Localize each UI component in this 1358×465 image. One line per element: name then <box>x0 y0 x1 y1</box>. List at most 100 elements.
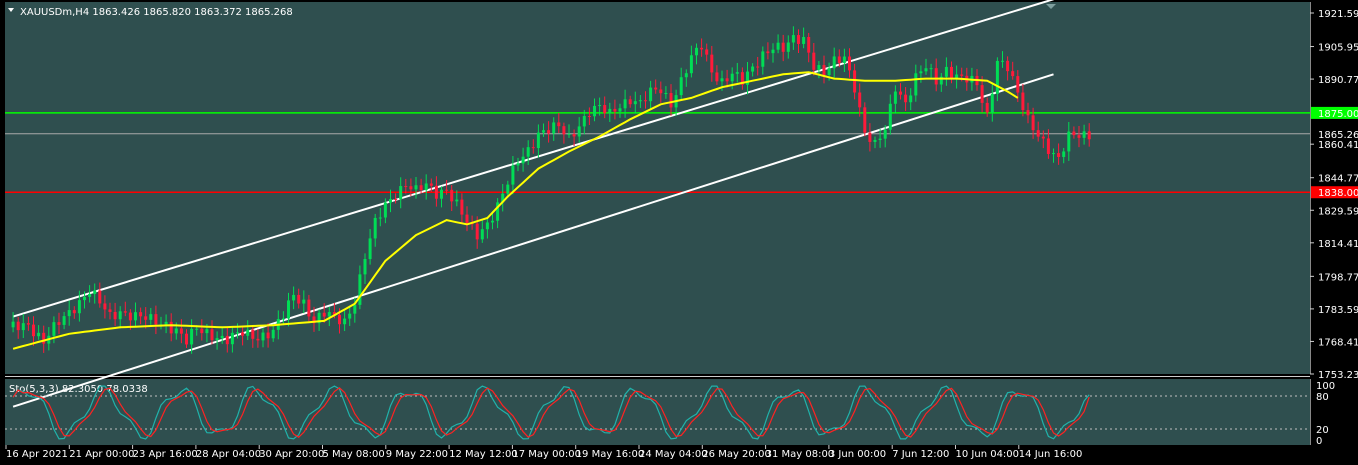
candle-body <box>67 310 71 317</box>
candle-body <box>878 138 882 140</box>
candle-body <box>246 329 250 336</box>
candle-body <box>751 66 755 72</box>
candle-body <box>93 290 97 294</box>
price-tick-label: 1890.770 <box>1318 75 1358 86</box>
candle-body <box>955 74 959 79</box>
candle-body <box>455 199 459 202</box>
candle-body <box>812 52 816 70</box>
candle-body <box>139 312 143 317</box>
candle-body <box>863 107 867 133</box>
candle-body <box>169 321 173 334</box>
candle-body <box>888 103 892 130</box>
candle-body <box>261 332 265 341</box>
candle-body <box>174 328 178 334</box>
symbol-header: XAUUSDm,H4 1863.426 1865.820 1863.372 18… <box>20 7 293 18</box>
candle-body <box>1082 131 1086 138</box>
candle-body <box>52 322 56 336</box>
candle-body <box>1062 151 1066 157</box>
candle-body <box>414 185 418 190</box>
candle-body <box>562 126 566 135</box>
price-tick-label: 1860.410 <box>1318 140 1358 151</box>
time-tick-label: 28 Apr 04:00 <box>196 449 261 460</box>
price-tick-label: 1768.410 <box>1318 337 1358 348</box>
candle-body <box>475 223 479 240</box>
time-tick-label: 14 Jun 16:00 <box>1019 449 1083 460</box>
candle-body <box>128 312 132 321</box>
candle-body <box>720 78 724 82</box>
candle-body <box>302 299 306 304</box>
candle-body <box>1052 153 1055 155</box>
candle-body <box>990 93 994 113</box>
candle-body <box>190 328 194 345</box>
candle-body <box>904 94 908 103</box>
candle-body <box>715 72 719 82</box>
candle-body <box>1057 153 1061 157</box>
candle-body <box>934 68 938 85</box>
candle-body <box>485 222 489 230</box>
time-tick-label: 12 May 12:00 <box>449 449 518 460</box>
candle-body <box>608 108 612 114</box>
time-tick-label: 5 May 08:00 <box>323 449 385 460</box>
candle-body <box>842 56 846 63</box>
candle-body <box>256 338 260 341</box>
candle-body <box>281 318 285 320</box>
candle-body <box>980 85 984 103</box>
candle-body <box>88 293 92 297</box>
candle-body <box>394 199 398 201</box>
candle-body <box>210 329 214 341</box>
candle-body <box>827 68 831 76</box>
candle-body <box>409 186 413 190</box>
candle-body <box>429 183 433 186</box>
time-tick-label: 21 Apr 00:00 <box>69 449 134 460</box>
candle-body <box>62 316 66 325</box>
candle-body <box>164 321 168 325</box>
candle-body <box>572 134 576 137</box>
oscillator-scale-label: 20 <box>1316 425 1329 436</box>
current-price-tag-background <box>1311 127 1358 140</box>
candle-body <box>179 328 183 334</box>
price-tick-label: 1844.770 <box>1318 174 1358 185</box>
channel-upper-line[interactable] <box>12 0 1054 318</box>
stochastic-signal-line <box>12 387 1090 438</box>
candle-body <box>797 35 800 44</box>
candle-body <box>557 122 561 127</box>
horizontal-lines-layer[interactable] <box>5 112 1310 193</box>
candle-body <box>450 189 454 202</box>
stochastic-layer <box>5 385 1310 440</box>
candle-body <box>511 165 515 185</box>
candle-body <box>460 199 464 215</box>
candle-body <box>98 290 102 304</box>
shift-marker-icon[interactable] <box>1046 4 1056 9</box>
candle-body <box>791 35 795 43</box>
price-axis[interactable]: 1921.590 1905.950 1890.770 1875.000 1865.268… <box>1310 9 1358 381</box>
oscillator-area[interactable] <box>5 379 1310 445</box>
candle-body <box>271 329 275 339</box>
candle-body <box>113 311 117 320</box>
time-tick-label: 9 May 22:00 <box>386 449 448 460</box>
candle-body <box>1021 92 1025 111</box>
candle-body <box>42 332 46 344</box>
time-tick-label: 17 May 00:00 <box>512 449 581 460</box>
candle-body <box>465 214 469 224</box>
candle-body <box>118 311 122 320</box>
candle-body <box>215 338 219 341</box>
candle-body <box>700 47 704 50</box>
current-price-tag: 1865.268 <box>1318 130 1358 141</box>
main-chart-area[interactable] <box>5 2 1310 374</box>
moving-average-line <box>12 71 1019 350</box>
candle-body <box>440 189 443 199</box>
candle-body <box>633 101 637 105</box>
candle-body <box>1011 71 1015 77</box>
candle-body <box>1087 131 1091 140</box>
chart-menu-arrow-icon[interactable] <box>8 8 14 12</box>
candle-body <box>1016 76 1020 93</box>
candle-body <box>587 115 591 117</box>
candle-body <box>11 321 15 328</box>
candle-body <box>501 193 505 203</box>
candle-body <box>399 186 403 200</box>
candle-body <box>552 122 556 134</box>
candle-body <box>837 56 841 63</box>
candle-body <box>220 335 224 339</box>
